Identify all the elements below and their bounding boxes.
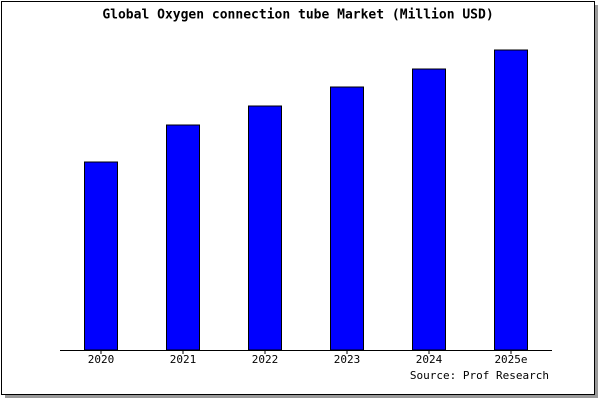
plot-area	[60, 46, 552, 350]
x-tick-label: 2025e	[494, 353, 527, 366]
x-tick-label: 2021	[170, 353, 197, 366]
x-tick-label: 2020	[88, 353, 115, 366]
bar	[166, 124, 200, 351]
bar	[412, 68, 446, 351]
source: Source: Prof Research	[410, 369, 549, 382]
x-tick-label: 2024	[416, 353, 443, 366]
bar	[248, 105, 282, 351]
bar	[494, 49, 528, 351]
bar	[330, 86, 364, 351]
x-tick-label: 2023	[334, 353, 361, 366]
chart-title: Global Oxygen connection tube Market (Mi…	[102, 8, 493, 23]
x-tick-label: 2022	[252, 353, 279, 366]
bar	[84, 161, 118, 351]
